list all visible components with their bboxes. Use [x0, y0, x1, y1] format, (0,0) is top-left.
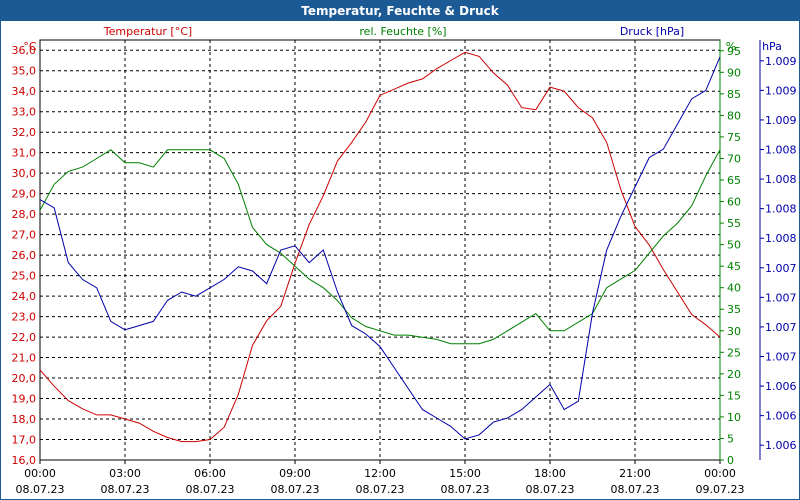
- pressure-tick-label: 1.007: [765, 351, 797, 364]
- temperature-tick-label: 22,0: [12, 331, 37, 344]
- x-tick-date: 08.07.23: [101, 483, 150, 496]
- x-tick-date: 08.07.23: [441, 483, 490, 496]
- temperature-tick-label: 33,0: [12, 106, 37, 119]
- chart-title: Temperatur, Feuchte & Druck: [1, 1, 799, 21]
- temperature-tick-label: 27,0: [12, 229, 37, 242]
- pressure-tick-label: 1.009: [765, 84, 797, 97]
- humidity-tick-label: 50: [727, 239, 741, 252]
- humidity-tick-label: 65: [727, 174, 741, 187]
- x-tick-time: 15:00: [449, 467, 481, 480]
- temperature-tick-label: 34,0: [12, 85, 37, 98]
- humidity-tick-label: 45: [727, 260, 741, 273]
- temperature-tick-label: 21,0: [12, 352, 37, 365]
- humidity-tick-label: 5: [727, 432, 734, 445]
- temperature-tick-label: 31,0: [12, 147, 37, 160]
- temperature-tick-label: 19,0: [12, 393, 37, 406]
- x-tick-date: 08.07.23: [16, 483, 65, 496]
- pressure-tick-label: 1.006: [765, 439, 797, 452]
- humidity-tick-label: 85: [727, 88, 741, 101]
- humidity-tick-label: 25: [727, 346, 741, 359]
- x-tick-time: 03:00: [109, 467, 141, 480]
- temperature-unit-label: °C: [23, 40, 37, 53]
- x-tick-date: 08.07.23: [356, 483, 405, 496]
- pressure-tick-label: 1.008: [765, 203, 797, 216]
- x-tick-date: 09.07.23: [696, 483, 745, 496]
- pressure-tick-label: 1.007: [765, 291, 797, 304]
- temperature-tick-label: 29,0: [12, 188, 37, 201]
- x-tick-date: 08.07.23: [271, 483, 320, 496]
- x-tick-date: 08.07.23: [186, 483, 235, 496]
- temperature-tick-label: 28,0: [12, 208, 37, 221]
- x-tick-time: 06:00: [194, 467, 226, 480]
- temperature-tick-label: 26,0: [12, 249, 37, 262]
- humidity-series-line: [39, 149, 721, 345]
- humidity-tick-label: 95: [727, 45, 741, 58]
- humidity-axis-title: rel. Feuchte [%]: [359, 25, 446, 38]
- humidity-tick-label: 10: [727, 411, 741, 424]
- pressure-tick-label: 1.009: [765, 114, 797, 127]
- humidity-tick-label: 55: [727, 217, 741, 230]
- x-tick-time: 00:00: [24, 467, 56, 480]
- pressure-tick-label: 1.008: [765, 173, 797, 186]
- temperature-tick-label: 18,0: [12, 413, 37, 426]
- humidity-unit-label: %: [726, 40, 736, 53]
- x-tick-time: 21:00: [619, 467, 651, 480]
- x-tick-time: 00:00: [704, 467, 736, 480]
- pressure-tick-label: 1.009: [765, 55, 797, 68]
- temperature-tick-label: 36,0: [12, 44, 37, 57]
- humidity-tick-label: 20: [727, 368, 741, 381]
- temperature-series-line: [39, 51, 721, 443]
- x-tick-date: 08.07.23: [526, 483, 575, 496]
- temperature-axis-title: Temperatur [°C]: [103, 25, 192, 38]
- humidity-tick-label: 40: [727, 282, 741, 295]
- pressure-unit-label: hPa: [762, 40, 782, 53]
- humidity-tick-label: 90: [727, 66, 741, 79]
- pressure-tick-label: 1.007: [765, 262, 797, 275]
- pressure-tick-label: 1.008: [765, 232, 797, 245]
- pressure-series-line: [39, 56, 721, 440]
- pressure-tick-label: 1.006: [765, 380, 797, 393]
- temperature-tick-label: 16,0: [12, 454, 37, 467]
- x-tick-time: 18:00: [534, 467, 566, 480]
- temperature-tick-label: 17,0: [12, 434, 37, 447]
- pressure-axis-title: Druck [hPa]: [620, 25, 684, 38]
- temperature-tick-label: 32,0: [12, 126, 37, 139]
- temperature-tick-label: 23,0: [12, 311, 37, 324]
- x-tick-time: 12:00: [364, 467, 396, 480]
- temperature-tick-label: 30,0: [12, 167, 37, 180]
- humidity-tick-label: 0: [727, 454, 734, 467]
- temperature-tick-label: 20,0: [12, 372, 37, 385]
- pressure-tick-label: 1.008: [765, 144, 797, 157]
- humidity-tick-label: 35: [727, 303, 741, 316]
- pressure-tick-label: 1.006: [765, 410, 797, 423]
- x-tick-time: 09:00: [279, 467, 311, 480]
- temperature-tick-label: 35,0: [12, 65, 37, 78]
- temperature-tick-label: 24,0: [12, 290, 37, 303]
- humidity-tick-label: 30: [727, 325, 741, 338]
- pressure-tick-label: 1.007: [765, 321, 797, 334]
- temperature-tick-label: 25,0: [12, 270, 37, 283]
- humidity-tick-label: 70: [727, 152, 741, 165]
- humidity-tick-label: 75: [727, 131, 741, 144]
- x-tick-date: 08.07.23: [611, 483, 660, 496]
- humidity-tick-label: 15: [727, 389, 741, 402]
- humidity-tick-label: 80: [727, 109, 741, 122]
- humidity-tick-label: 60: [727, 196, 741, 209]
